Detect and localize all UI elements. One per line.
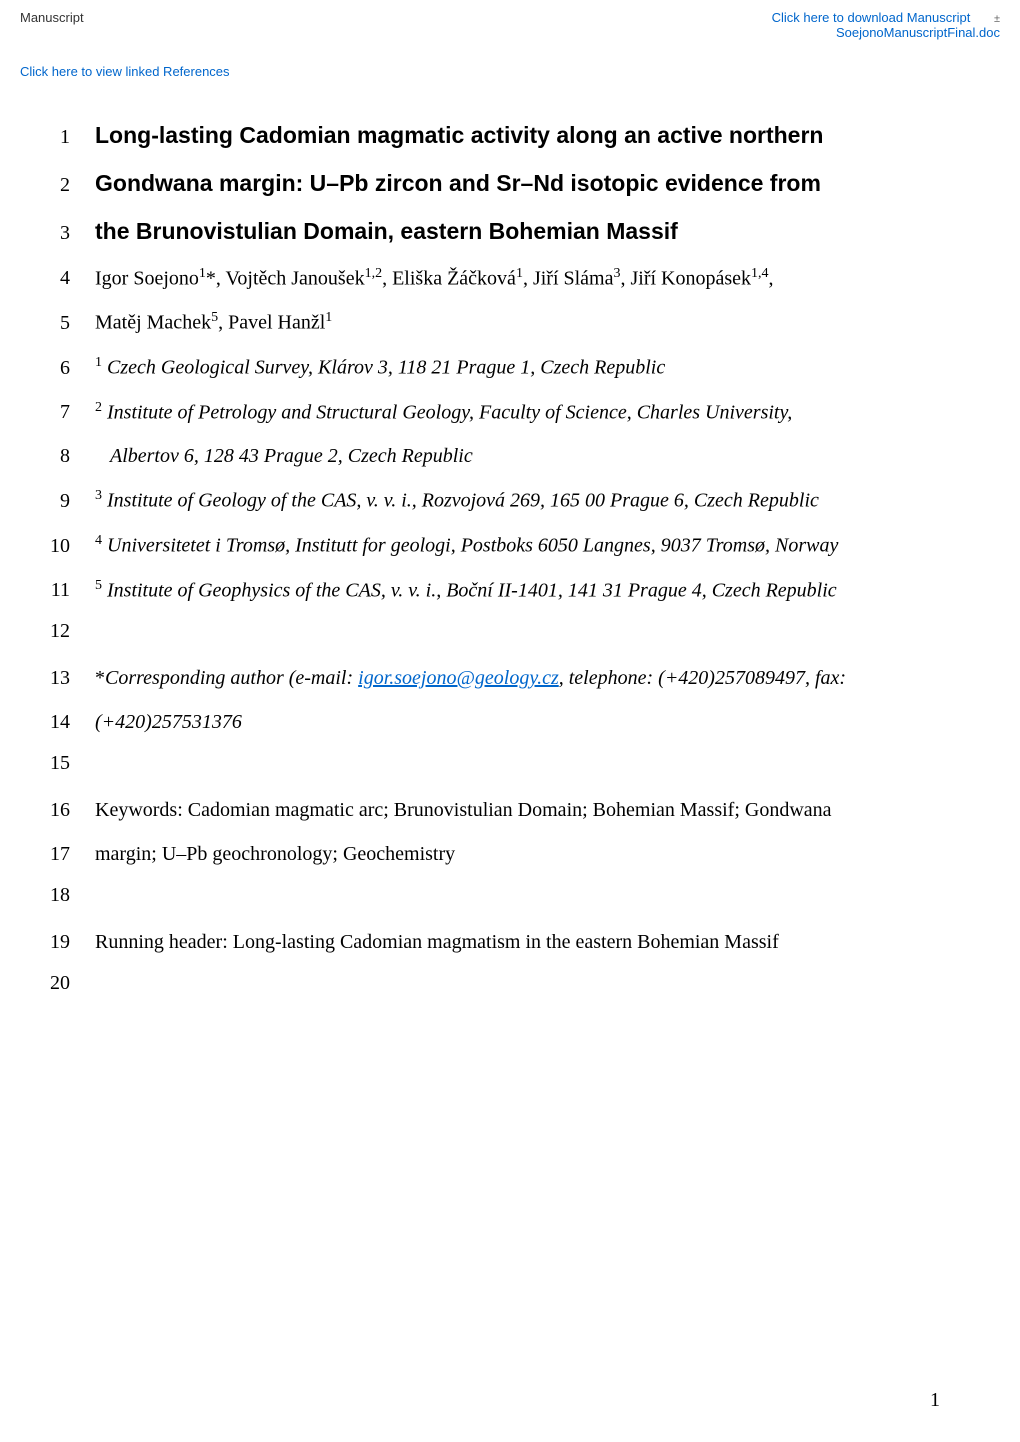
corresp-text: , telephone: (+420)257089497, fax: — [559, 667, 846, 689]
line-number: 2 — [50, 174, 95, 197]
affiliation-line: 2 Institute of Petrology and Structural … — [95, 398, 940, 427]
corresponding-line: *Corresponding author (e-mail: igor.soej… — [95, 664, 940, 692]
affiliation-line: 4 Universitetet i Tromsø, Institutt for … — [95, 531, 940, 560]
author-sup: 1 — [199, 266, 206, 281]
line-18: 18 — [50, 884, 940, 912]
line-10: 10 4 Universitetet i Tromsø, Institutt f… — [50, 531, 940, 560]
line-8: 8 Albertov 6, 128 43 Prague 2, Czech Rep… — [50, 442, 940, 470]
line-number: 17 — [50, 843, 95, 866]
line-number: 15 — [50, 752, 95, 775]
line-3: 3 the Brunovistulian Domain, eastern Boh… — [50, 215, 940, 247]
line-13: 13 *Corresponding author (e-mail: igor.s… — [50, 664, 940, 692]
line-9: 9 3 Institute of Geology of the CAS, v. … — [50, 486, 940, 515]
affil-sup: 1 — [95, 355, 102, 370]
line-number: 7 — [50, 401, 95, 424]
line-number: 9 — [50, 490, 95, 513]
line-number: 13 — [50, 667, 95, 690]
affiliation-line: Albertov 6, 128 43 Prague 2, Czech Repub… — [95, 442, 940, 470]
affiliation-line: 1 Czech Geological Survey, Klárov 3, 118… — [95, 353, 940, 382]
author-text: , Jiří Sláma — [523, 267, 614, 289]
affil-text: Universitetet i Tromsø, Institutt for ge… — [107, 535, 838, 557]
line-number: 16 — [50, 799, 95, 822]
body-line: (+420)257531376 — [95, 708, 940, 736]
line-number: 12 — [50, 620, 95, 643]
line-number: 14 — [50, 711, 95, 734]
line-20: 20 — [50, 972, 940, 1000]
affil-sup: 3 — [95, 488, 102, 503]
author-name: Matěj Machek — [95, 312, 211, 334]
authors-line: Igor Soejono1*, Vojtěch Janoušek1,2, Eli… — [95, 264, 940, 293]
filename-label: SoejonoManuscriptFinal.doc — [836, 25, 1000, 40]
title-line: Gondwana margin: U–Pb zircon and Sr–Nd i… — [95, 167, 940, 199]
line-2: 2 Gondwana margin: U–Pb zircon and Sr–Nd… — [50, 167, 940, 199]
author-text: *, Vojtěch Janoušek — [206, 267, 365, 289]
line-number: 8 — [50, 445, 95, 468]
pushpin-icon: ± — [994, 13, 1000, 25]
line-11: 11 5 Institute of Geophysics of the CAS,… — [50, 576, 940, 605]
author-sup: 1,2 — [365, 266, 383, 281]
references-link[interactable]: Click here to view linked References — [0, 44, 1020, 89]
line-number: 1 — [50, 126, 95, 149]
line-number: 18 — [50, 884, 95, 907]
body-line: margin; U–Pb geochronology; Geochemistry — [95, 840, 940, 868]
affil-sup: 5 — [95, 578, 102, 593]
line-number: 6 — [50, 357, 95, 380]
author-text: , Pavel Hanžl — [218, 312, 325, 334]
affil-text: Institute of Petrology and Structural Ge… — [107, 401, 792, 423]
line-6: 6 1 Czech Geological Survey, Klárov 3, 1… — [50, 353, 940, 382]
author-text: , Jiří Konopásek — [620, 267, 751, 289]
affil-sup: 4 — [95, 533, 102, 548]
line-5: 5 Matěj Machek5, Pavel Hanžl1 — [50, 308, 940, 337]
affil-text: Institute of Geophysics of the CAS, v. v… — [107, 579, 837, 601]
authors-line: Matěj Machek5, Pavel Hanžl1 — [95, 308, 940, 337]
line-number: 20 — [50, 972, 95, 995]
body-line: Keywords: Cadomian magmatic arc; Brunovi… — [95, 796, 940, 824]
manuscript-label: Manuscript — [20, 10, 84, 40]
author-name: Igor Soejono — [95, 267, 199, 289]
line-16: 16 Keywords: Cadomian magmatic arc; Brun… — [50, 796, 940, 824]
affiliation-line: 5 Institute of Geophysics of the CAS, v.… — [95, 576, 940, 605]
author-text: , Eliška Žáčková — [382, 267, 516, 289]
line-number: 5 — [50, 312, 95, 335]
line-14: 14 (+420)257531376 — [50, 708, 940, 736]
affil-sup: 2 — [95, 400, 102, 415]
affil-text: Institute of Geology of the CAS, v. v. i… — [107, 490, 819, 512]
affiliation-line: 3 Institute of Geology of the CAS, v. v.… — [95, 486, 940, 515]
affil-text: Czech Geological Survey, Klárov 3, 118 2… — [107, 357, 665, 379]
title-line: Long-lasting Cadomian magmatic activity … — [95, 119, 940, 151]
line-15: 15 — [50, 752, 940, 780]
line-number: 3 — [50, 222, 95, 245]
corresp-star: * — [95, 667, 105, 689]
manuscript-header: Manuscript Click here to download Manusc… — [0, 0, 1020, 44]
download-link[interactable]: Click here to download Manuscript — [772, 10, 971, 25]
line-number: 10 — [50, 535, 95, 558]
title-line: the Brunovistulian Domain, eastern Bohem… — [95, 215, 940, 247]
line-number: 19 — [50, 931, 95, 954]
line-19: 19 Running header: Long-lasting Cadomian… — [50, 928, 940, 956]
line-12: 12 — [50, 620, 940, 648]
line-number: 4 — [50, 267, 95, 290]
author-sup: 1 — [325, 310, 332, 325]
manuscript-body: 1 Long-lasting Cadomian magmatic activit… — [0, 89, 1020, 1056]
line-17: 17 margin; U–Pb geochronology; Geochemis… — [50, 840, 940, 868]
corresp-email[interactable]: igor.soejono@geology.cz — [358, 667, 559, 689]
line-1: 1 Long-lasting Cadomian magmatic activit… — [50, 119, 940, 151]
line-4: 4 Igor Soejono1*, Vojtěch Janoušek1,2, E… — [50, 264, 940, 293]
line-number: 11 — [50, 579, 95, 602]
affil-text: Albertov 6, 128 43 Prague 2, Czech Repub… — [110, 445, 473, 467]
body-line: Running header: Long-lasting Cadomian ma… — [95, 928, 940, 956]
author-sup: 1 — [516, 266, 523, 281]
corresp-text: Corresponding author (e-mail: — [105, 667, 358, 689]
line-7: 7 2 Institute of Petrology and Structura… — [50, 398, 940, 427]
author-sup: 1,4 — [751, 266, 769, 281]
download-section: Click here to download Manuscript ± Soej… — [772, 10, 1000, 40]
page-number: 1 — [930, 1389, 940, 1412]
author-text: , — [769, 267, 774, 289]
